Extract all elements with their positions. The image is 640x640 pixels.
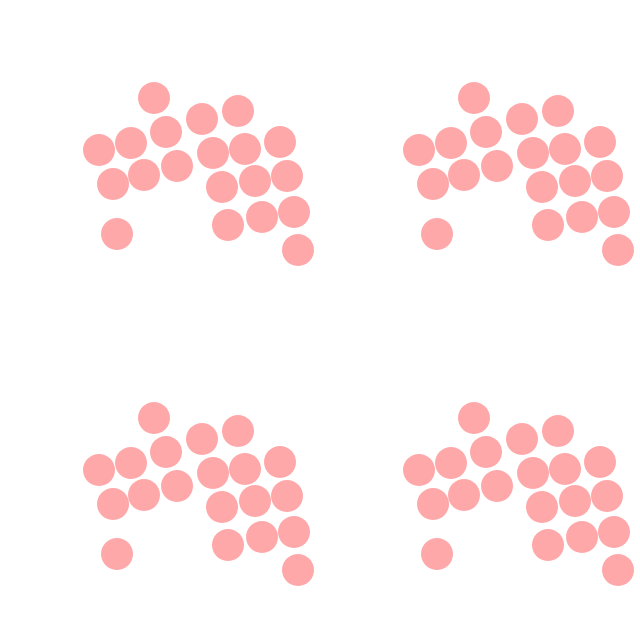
pink-dot: [239, 165, 271, 197]
pink-dot: [222, 415, 254, 447]
pink-dot: [591, 160, 623, 192]
pink-dot: [584, 126, 616, 158]
pink-dot: [229, 133, 261, 165]
pink-dot: [186, 103, 218, 135]
pink-dot: [97, 488, 129, 520]
pink-dot: [128, 159, 160, 191]
pink-dot: [532, 529, 564, 561]
pink-dot: [246, 201, 278, 233]
pink-dot: [421, 538, 453, 570]
pink-dot: [264, 446, 296, 478]
pink-dot: [239, 485, 271, 517]
pink-dot: [222, 95, 254, 127]
pink-dot: [97, 168, 129, 200]
dot-cluster-svg: [403, 82, 634, 266]
dot-cluster-bottom-left: [0, 320, 320, 640]
pink-dot: [128, 479, 160, 511]
pink-dot: [197, 457, 229, 489]
pink-dot: [417, 488, 449, 520]
pink-dot: [83, 134, 115, 166]
pink-dot: [602, 234, 634, 266]
pink-dot: [212, 209, 244, 241]
pink-dot: [448, 479, 480, 511]
dot-cluster-top-right: [320, 0, 640, 320]
pink-dot: [278, 196, 310, 228]
pink-dot: [138, 402, 170, 434]
pink-dot: [264, 126, 296, 158]
pink-dot: [559, 165, 591, 197]
pink-dot: [481, 470, 513, 502]
dot-cluster-svg: [83, 402, 314, 586]
pink-dot: [602, 554, 634, 586]
pink-dot: [559, 485, 591, 517]
pink-dot: [526, 171, 558, 203]
pink-dot: [101, 218, 133, 250]
pink-dot: [282, 554, 314, 586]
pink-dot: [282, 234, 314, 266]
pink-dot: [481, 150, 513, 182]
dot-cluster-svg: [403, 402, 634, 586]
pink-dot: [549, 133, 581, 165]
pink-dot: [403, 454, 435, 486]
pink-dot: [271, 480, 303, 512]
pink-dot: [206, 491, 238, 523]
pink-dot: [506, 103, 538, 135]
pink-dot: [526, 491, 558, 523]
pink-dot: [506, 423, 538, 455]
pink-dot: [271, 160, 303, 192]
pink-dot: [229, 453, 261, 485]
pink-dot: [435, 127, 467, 159]
pink-dot: [212, 529, 244, 561]
pink-dot: [150, 116, 182, 148]
pink-dot: [278, 516, 310, 548]
pink-dot: [246, 521, 278, 553]
pink-dot: [197, 137, 229, 169]
pink-dot: [470, 116, 502, 148]
pink-dot: [566, 201, 598, 233]
pink-dot: [101, 538, 133, 570]
pink-dot: [448, 159, 480, 191]
pink-dot: [83, 454, 115, 486]
pink-dot: [517, 457, 549, 489]
pink-dot: [417, 168, 449, 200]
pink-dot: [435, 447, 467, 479]
pink-dot: [598, 196, 630, 228]
pink-dot: [566, 521, 598, 553]
pink-dot: [161, 150, 193, 182]
dot-cluster-svg: [83, 82, 314, 266]
pink-dot: [186, 423, 218, 455]
dot-cluster-top-left: [0, 0, 320, 320]
pink-dot: [115, 127, 147, 159]
pink-dot: [403, 134, 435, 166]
pink-dot: [458, 82, 490, 114]
pink-dot: [549, 453, 581, 485]
pink-dot: [115, 447, 147, 479]
pink-dot: [598, 516, 630, 548]
pink-dot: [138, 82, 170, 114]
pink-dot: [591, 480, 623, 512]
pink-dot: [542, 415, 574, 447]
pink-dot: [206, 171, 238, 203]
pink-dot: [584, 446, 616, 478]
pink-dot: [458, 402, 490, 434]
pink-dot: [542, 95, 574, 127]
pink-dot: [161, 470, 193, 502]
pink-dot: [470, 436, 502, 468]
pink-dot: [421, 218, 453, 250]
pink-dot: [532, 209, 564, 241]
pink-dot: [150, 436, 182, 468]
dot-cluster-bottom-right: [320, 320, 640, 640]
pink-dot: [517, 137, 549, 169]
